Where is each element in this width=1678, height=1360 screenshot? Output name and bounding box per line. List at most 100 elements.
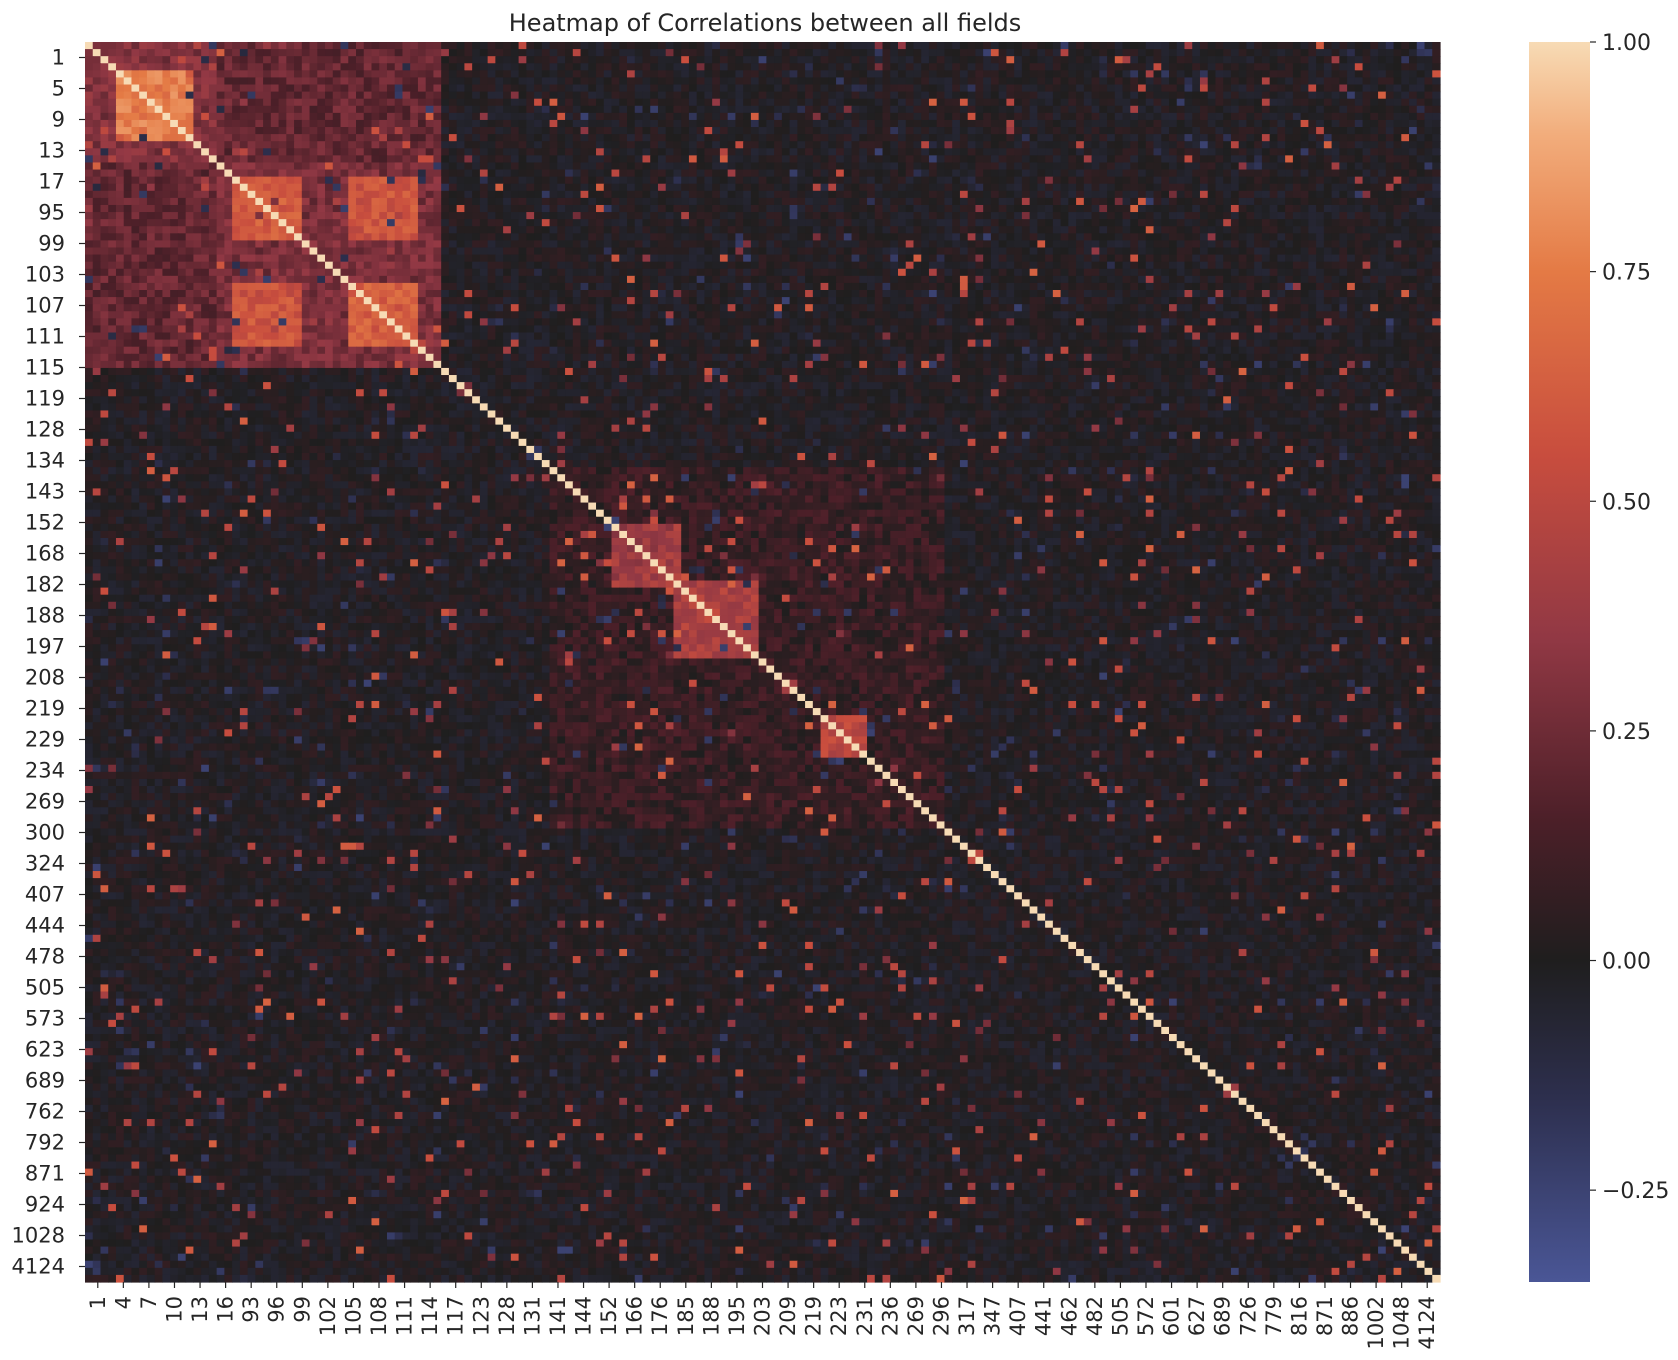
heatmap-cell <box>921 42 929 50</box>
heatmap-cell <box>759 49 767 57</box>
heatmap-cell <box>1030 70 1038 78</box>
heatmap-cell <box>1239 63 1247 71</box>
heatmap-cell <box>859 63 867 71</box>
heatmap-cell <box>968 77 976 85</box>
heatmap-cell <box>317 77 325 85</box>
heatmap-cell <box>433 42 441 50</box>
heatmap-cell <box>472 85 480 93</box>
heatmap-cell <box>1022 77 1030 85</box>
heatmap-cell <box>1347 49 1355 57</box>
heatmap-cell <box>813 56 821 64</box>
heatmap-cell <box>1099 85 1107 93</box>
heatmap-cell <box>666 56 674 64</box>
heatmap-cell <box>960 49 968 57</box>
heatmap-cell <box>139 49 147 57</box>
heatmap-cell <box>666 77 674 85</box>
heatmap-cell <box>1254 77 1262 85</box>
heatmap-cell <box>627 70 635 78</box>
heatmap-cell <box>573 70 581 78</box>
heatmap-cell <box>201 56 209 64</box>
heatmap-cell <box>100 49 108 57</box>
heatmap-cell <box>379 42 387 50</box>
heatmap-cell <box>449 77 457 85</box>
heatmap-cell <box>186 77 194 85</box>
heatmap-cell <box>186 42 194 50</box>
heatmap-cell <box>689 70 697 78</box>
heatmap-cell <box>1014 85 1022 93</box>
heatmap-cell <box>511 49 519 57</box>
heatmap-cell <box>596 85 604 93</box>
heatmap-cell <box>821 63 829 71</box>
heatmap-cell <box>550 63 558 71</box>
heatmap-cell <box>1014 63 1022 71</box>
heatmap-cell <box>1332 85 1340 93</box>
heatmap-cell <box>1208 42 1216 50</box>
heatmap-cell <box>1092 77 1100 85</box>
heatmap-cell <box>1130 85 1138 93</box>
heatmap-cell <box>627 56 635 64</box>
heatmap-cell <box>751 56 759 64</box>
heatmap-cell <box>635 70 643 78</box>
heatmap-cell <box>960 63 968 71</box>
heatmap-cell <box>1161 63 1169 71</box>
heatmap-cell <box>975 77 983 85</box>
heatmap-cell <box>960 42 968 50</box>
heatmap-cell <box>642 56 650 64</box>
heatmap-cell <box>379 77 387 85</box>
heatmap-cell <box>395 49 403 57</box>
heatmap-cell <box>697 77 705 85</box>
heatmap-cell <box>271 77 279 85</box>
heatmap-cell <box>217 49 225 57</box>
heatmap-cell <box>1169 85 1177 93</box>
heatmap-cell <box>503 77 511 85</box>
heatmap-cell <box>325 49 333 57</box>
heatmap-cell <box>1231 77 1239 85</box>
heatmap-cell <box>921 49 929 57</box>
heatmap-cell <box>1417 42 1425 50</box>
heatmap-cell <box>983 85 991 93</box>
heatmap-cell <box>170 63 178 71</box>
heatmap-cell <box>875 85 883 93</box>
heatmap-cell <box>209 56 217 64</box>
heatmap-cell <box>1068 85 1076 93</box>
heatmap-cell <box>139 70 147 78</box>
heatmap-cell <box>991 77 999 85</box>
heatmap-cell <box>310 42 318 50</box>
heatmap-cell <box>557 63 565 71</box>
heatmap-cell <box>1239 49 1247 57</box>
heatmap-cell <box>457 85 465 93</box>
heatmap-cell <box>1030 77 1038 85</box>
heatmap-cell <box>325 63 333 71</box>
heatmap-cell <box>999 49 1007 57</box>
heatmap-cell <box>449 49 457 57</box>
heatmap-cell <box>255 77 263 85</box>
heatmap-cell <box>813 77 821 85</box>
heatmap-cell <box>1184 49 1192 57</box>
heatmap-cell <box>975 56 983 64</box>
heatmap-cell <box>960 56 968 64</box>
heatmap-cell <box>650 77 658 85</box>
heatmap-cell <box>379 85 387 93</box>
heatmap-cell <box>1254 85 1262 93</box>
heatmap-cell <box>1277 49 1285 57</box>
heatmap-cell <box>1154 85 1162 93</box>
heatmap-cell <box>1339 63 1347 71</box>
heatmap-cell <box>1215 70 1223 78</box>
heatmap-cell <box>1316 77 1324 85</box>
heatmap-cell <box>418 63 426 71</box>
heatmap-cell <box>1045 56 1053 64</box>
heatmap-cell <box>371 85 379 93</box>
heatmap-cell <box>93 56 101 64</box>
heatmap-cell <box>1223 85 1231 93</box>
heatmap-cell <box>1154 49 1162 57</box>
heatmap-cell <box>1231 42 1239 50</box>
heatmap-cell <box>348 63 356 71</box>
heatmap-cell <box>875 42 883 50</box>
heatmap-cell <box>488 56 496 64</box>
heatmap-cell <box>248 56 256 64</box>
heatmap-cell <box>193 56 201 64</box>
heatmap-cell <box>937 49 945 57</box>
heatmap-cell <box>286 49 294 57</box>
heatmap-cell <box>712 70 720 78</box>
heatmap-cell <box>1030 63 1038 71</box>
